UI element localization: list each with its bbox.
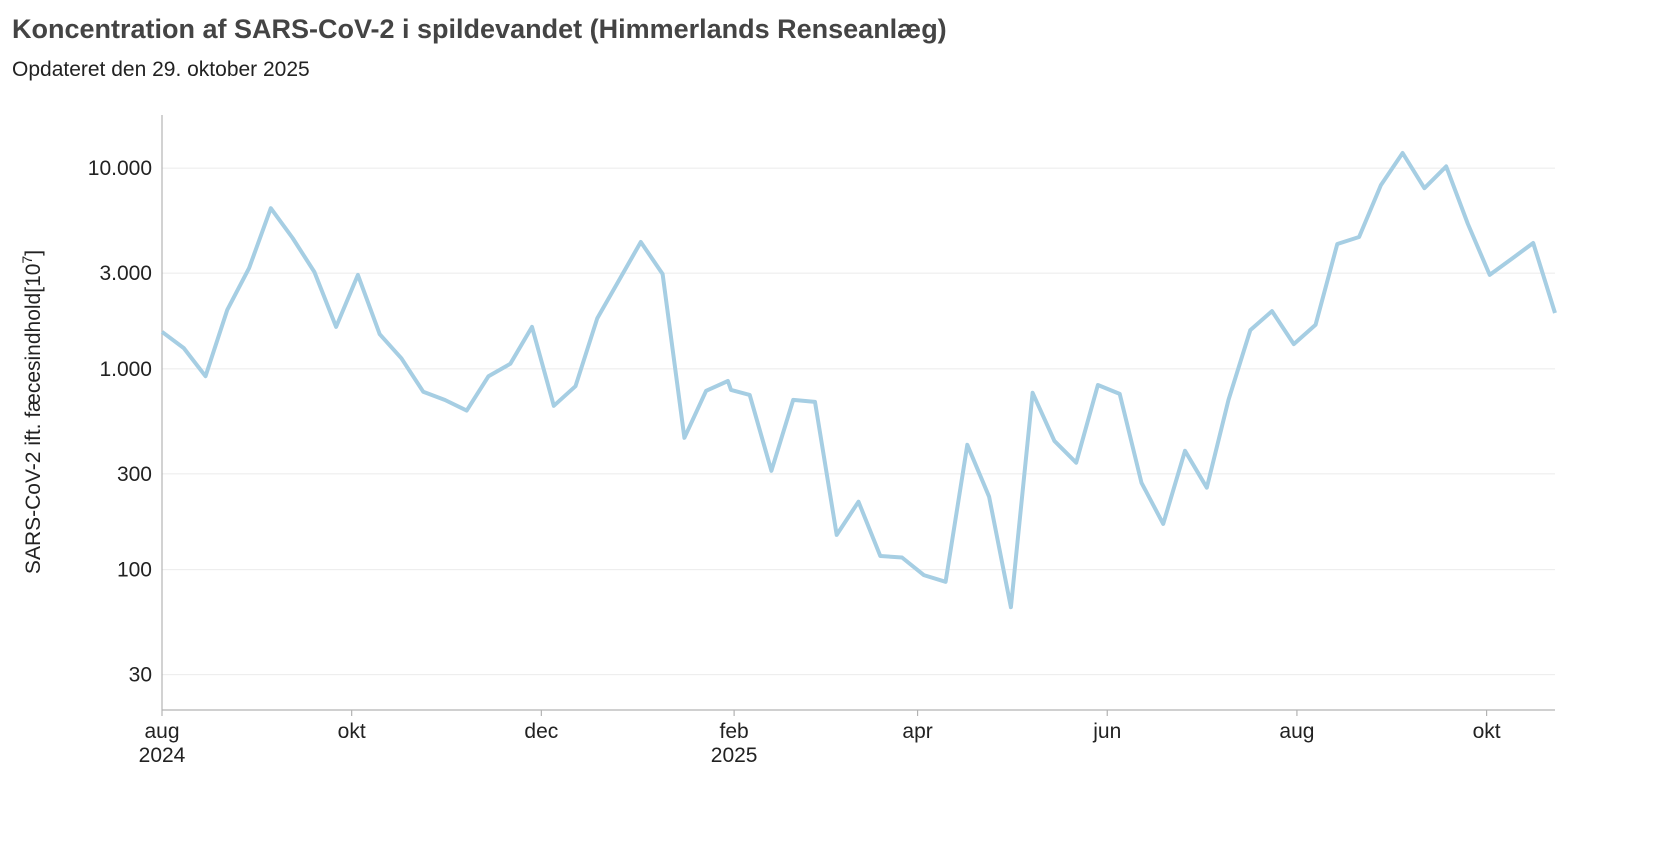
y-tick-label: 300 — [117, 463, 152, 486]
y-tick-label: 100 — [117, 559, 152, 582]
chart-title: Koncentration af SARS-CoV-2 i spildevand… — [12, 14, 947, 44]
y-axis-label: SARS-CoV-2 ift. fæcesindhold[107] — [19, 250, 45, 574]
y-tick-label: 30 — [129, 664, 152, 687]
y-tick-label: 10.000 — [88, 157, 152, 180]
x-tick-label: okt — [338, 720, 366, 743]
y-tick-label: 3.000 — [99, 262, 152, 285]
x-tick-label: jun — [1092, 720, 1121, 743]
x-tick-year-label: 2024 — [139, 744, 186, 767]
x-tick-year-label: 2025 — [711, 744, 758, 767]
series-line — [162, 153, 1555, 607]
x-tick-label: aug — [144, 720, 179, 743]
gridlines — [162, 168, 1555, 674]
x-tick-label: aug — [1279, 720, 1314, 743]
x-tick-label: feb — [720, 720, 749, 743]
data-points — [162, 153, 1555, 607]
x-tick-label: apr — [902, 720, 932, 743]
x-tick-label: dec — [524, 720, 558, 743]
x-tick-label: okt — [1473, 720, 1501, 743]
chart-subtitle: Opdateret den 29. oktober 2025 — [12, 58, 310, 81]
y-tick-label: 1.000 — [99, 358, 152, 381]
y-axis-ticks: 30 100 300 1.000 3.000 10.000 — [88, 157, 152, 686]
